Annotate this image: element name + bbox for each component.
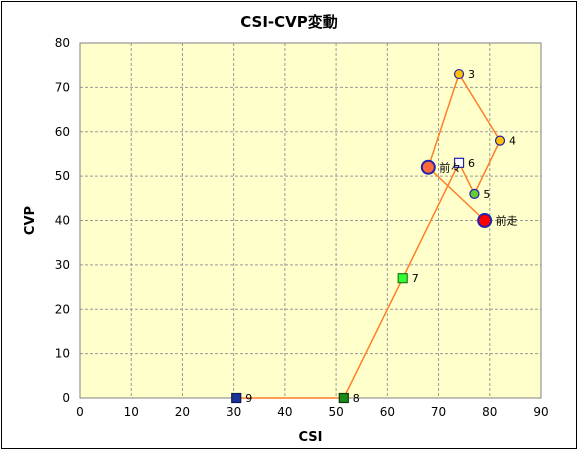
data-labels: 前走 前々 3 4 5 6 7 8 9 [245,68,517,405]
data-label-5: 5 [483,188,490,201]
y-tick-label: 40 [55,214,70,228]
y-tick-label: 10 [55,347,70,361]
y-axis-title: CVP [23,206,38,235]
data-label-6: 6 [468,157,475,170]
y-tick-label: 50 [55,169,70,183]
x-tick-label: 70 [431,405,446,419]
data-label-前々: 前々 [439,160,461,174]
y-tick-labels: 0 10 20 30 40 50 60 70 80 [55,36,70,405]
data-label-前走: 前走 [496,214,518,228]
x-tick-label: 50 [328,405,343,419]
data-point-前々 [420,159,436,175]
data-point-6 [453,157,465,168]
data-point-7 [397,273,408,284]
data-label-8: 8 [353,392,360,405]
grid-lines [80,43,541,398]
data-label-7: 7 [412,272,419,285]
x-tick-label: 10 [124,405,139,419]
x-tick-label: 0 [76,405,84,419]
y-tick-label: 70 [55,80,70,94]
y-tick-label: 60 [55,125,70,139]
x-tick-label: 20 [175,405,190,419]
x-tick-label: 40 [277,405,292,419]
data-point-5 [469,188,480,199]
x-tick-labels: 0 10 20 30 40 50 60 70 80 90 [76,405,548,419]
x-axis-title: CSI [299,430,323,445]
x-tick-label: 60 [380,405,395,419]
data-point-4 [494,135,506,146]
y-tick-label: 20 [55,302,70,316]
data-point-前走 [477,213,493,228]
data-label-9: 9 [245,392,252,405]
y-tick-label: 80 [55,36,70,50]
chart-title: CSI-CVP変動 [240,13,338,31]
x-tick-label: 30 [226,405,241,419]
data-markers [231,68,506,404]
x-tick-label: 80 [482,405,497,419]
y-tick-label: 0 [62,391,70,405]
data-label-3: 3 [468,68,475,81]
data-point-3 [453,68,465,80]
data-point-9 [231,392,242,404]
y-tick-label: 30 [55,258,70,272]
data-label-4: 4 [509,135,516,148]
x-tick-label: 90 [533,405,548,419]
data-point-8 [338,392,349,404]
